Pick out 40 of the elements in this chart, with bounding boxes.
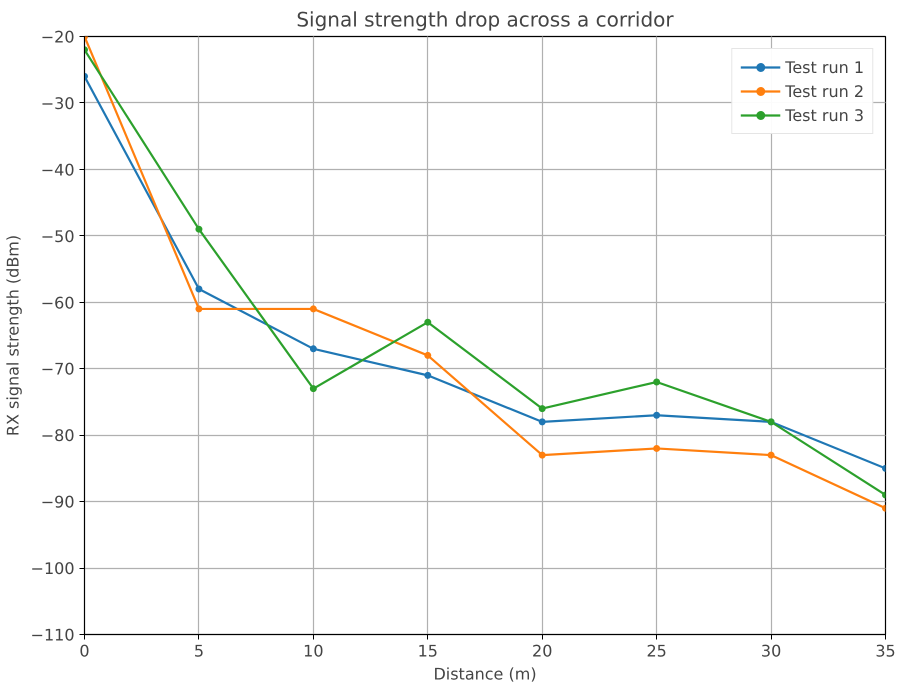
point (310, 385, 317, 392)
x-tick-label: 10 (303, 642, 324, 660)
point (195, 285, 202, 292)
legend-label: Test run 2 (785, 82, 864, 100)
y-tick-label: −80 (40, 426, 74, 446)
point (768, 452, 775, 459)
y-tick-label: −20 (40, 28, 74, 46)
y-tick-label: −110 (30, 626, 75, 644)
point (310, 345, 317, 352)
y-tick-label: −70 (40, 360, 74, 379)
x-tick-label: 20 (532, 642, 552, 660)
point (424, 372, 432, 379)
y-tick-label: −100 (30, 559, 75, 578)
y-tick-label: −30 (40, 94, 74, 113)
point (195, 305, 202, 312)
chart-title: Signal strength drop across a corridor (296, 8, 674, 32)
point (195, 226, 202, 233)
x-tick-label: 0 (79, 642, 90, 660)
point (538, 405, 546, 412)
x-tick-label: 15 (418, 642, 438, 660)
point (424, 352, 432, 359)
y-axis-title: RX signal strength (dBm) (4, 234, 23, 436)
y-tick-label: −60 (40, 293, 74, 312)
point (653, 378, 660, 386)
y-tick-label: −40 (40, 160, 74, 180)
legend-label: Test run 3 (785, 106, 864, 124)
y-tick-label: −90 (40, 492, 74, 512)
point (538, 452, 546, 459)
point (653, 444, 660, 452)
x-axis-title: Distance (m) (433, 664, 537, 684)
point (653, 412, 660, 419)
x-tick-label: 5 (194, 642, 204, 660)
x-tick-label: 35 (875, 642, 896, 660)
point (538, 418, 546, 426)
y-tick-label: −50 (40, 226, 74, 246)
x-tick-label: 30 (760, 642, 782, 660)
x-tick-label: 25 (646, 642, 667, 660)
legend-label: Test run 1 (785, 58, 864, 76)
point (310, 305, 317, 312)
point (424, 318, 432, 326)
